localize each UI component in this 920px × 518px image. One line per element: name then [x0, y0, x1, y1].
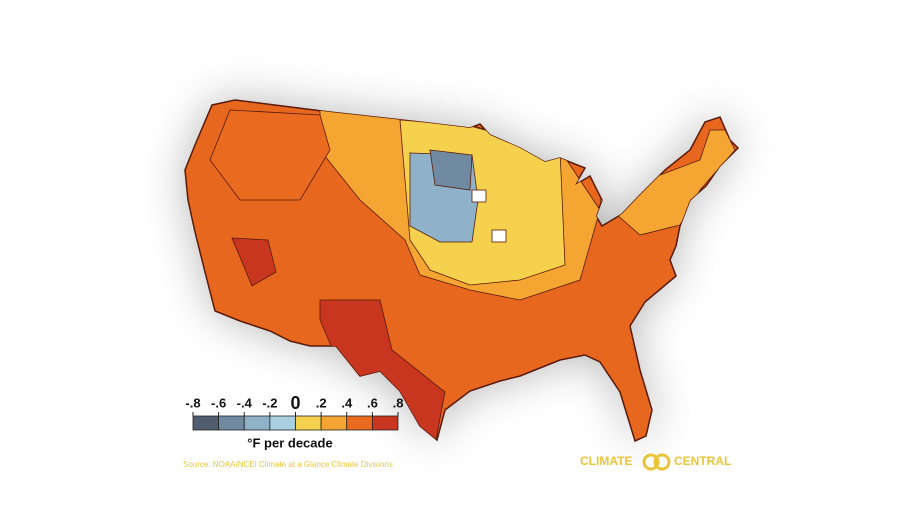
legend-tick-label: .4	[341, 395, 353, 410]
legend: -.8 -.6 -.4 -.2 0 .2 .4 .6 .8	[185, 393, 404, 431]
legend-tick-label: .6	[367, 395, 378, 410]
legend-swatch	[371, 415, 399, 431]
legend-swatch	[295, 415, 322, 431]
legend-tick-label: .8	[393, 395, 404, 410]
legend-tick-label: .2	[316, 395, 327, 410]
legend-swatch	[269, 415, 296, 431]
legend-swatch	[320, 415, 348, 431]
legend-swatch	[192, 415, 220, 431]
legend-swatch	[243, 415, 271, 431]
region-red	[231, 237, 277, 287]
region-white	[491, 229, 507, 243]
legend-unit: °F per decade	[247, 435, 332, 450]
climate-divisions	[209, 109, 736, 441]
source-note: Source: NOAA/NCEI Climate at a Glance Cl…	[183, 460, 393, 469]
legend-tick-label: -.6	[211, 395, 226, 410]
region-northeast	[599, 129, 736, 236]
region-orange	[209, 109, 331, 201]
legend-tick-label: -.8	[185, 395, 200, 410]
brand-logo	[642, 453, 660, 471]
legend-tick-label: -.4	[237, 395, 253, 410]
legend-tick-label: 0	[290, 393, 300, 413]
legend-swatch	[218, 415, 245, 431]
brand-logo	[653, 453, 671, 471]
legend-tick-label: -.2	[262, 395, 277, 410]
region-white	[471, 189, 487, 203]
brand-right: CENTRAL	[674, 454, 731, 468]
legend-swatch	[346, 415, 373, 431]
region-blue-dark	[429, 149, 473, 191]
brand-left: CLIMATE	[580, 454, 632, 468]
